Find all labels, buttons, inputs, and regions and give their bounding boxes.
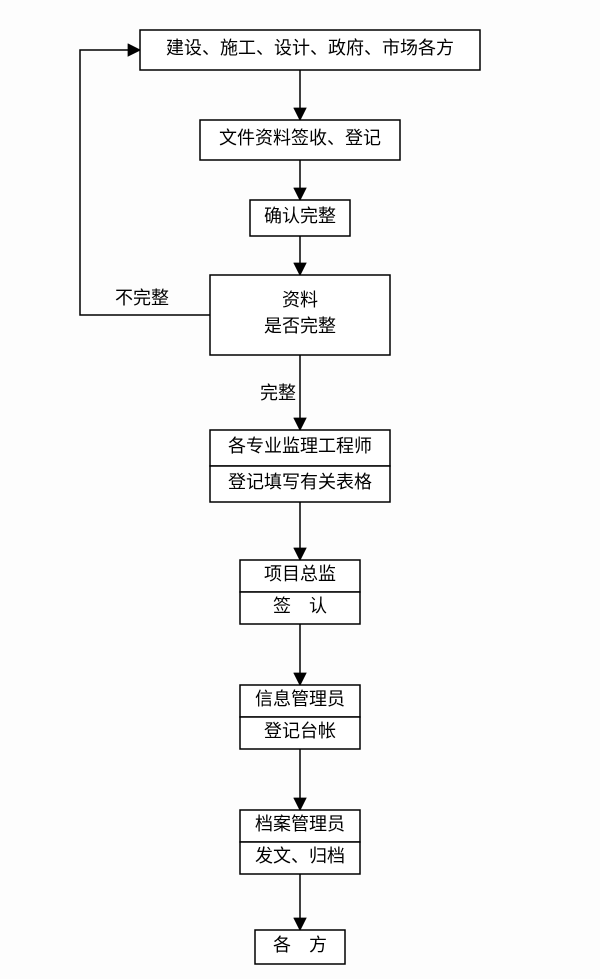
node-n4: 资料是否完整 bbox=[210, 275, 390, 355]
node-label-n4-1: 是否完整 bbox=[264, 316, 336, 336]
node-label-n1-0: 建设、施工、设计、政府、市场各方 bbox=[166, 38, 454, 58]
node-label-n8a-0: 档案管理员 bbox=[255, 814, 345, 834]
node-label-n5a-0: 各专业监理工程师 bbox=[228, 436, 372, 456]
edge-label-3: 完整 bbox=[260, 383, 296, 403]
node-n8a: 档案管理员 bbox=[240, 810, 360, 842]
node-n5a: 各专业监理工程师 bbox=[210, 430, 390, 466]
node-n6b: 签 认 bbox=[240, 592, 360, 624]
node-label-n5b-0: 登记填写有关表格 bbox=[228, 472, 372, 492]
node-n9: 各 方 bbox=[255, 930, 345, 964]
edge-4 bbox=[80, 50, 210, 315]
nodes-layer: 建设、施工、设计、政府、市场各方文件资料签收、登记确认完整资料是否完整各专业监理… bbox=[140, 30, 480, 964]
node-label-n8b-0: 发文、归档 bbox=[255, 846, 345, 866]
node-n6a: 项目总监 bbox=[240, 560, 360, 592]
node-label-n4-0: 资料 bbox=[282, 290, 318, 310]
node-label-n6a-0: 项目总监 bbox=[264, 564, 336, 584]
node-n1: 建设、施工、设计、政府、市场各方 bbox=[140, 30, 480, 70]
node-n5b: 登记填写有关表格 bbox=[210, 466, 390, 502]
edge-label-4: 不完整 bbox=[115, 288, 169, 308]
flowchart: 完整 不完整 建设、施工、设计、政府、市场各方文件资料签收、登记确认完整资料是否完… bbox=[0, 0, 600, 979]
node-label-n3-0: 确认完整 bbox=[264, 206, 336, 226]
node-n7b: 登记台帐 bbox=[240, 717, 360, 749]
node-label-n7a-0: 信息管理员 bbox=[255, 689, 345, 709]
node-label-n9-0: 各 方 bbox=[273, 935, 327, 955]
node-label-n6b-0: 签 认 bbox=[273, 596, 327, 616]
node-n7a: 信息管理员 bbox=[240, 685, 360, 717]
node-n3: 确认完整 bbox=[250, 200, 350, 236]
node-box-n4 bbox=[210, 275, 390, 355]
node-n2: 文件资料签收、登记 bbox=[200, 120, 400, 160]
node-label-n2-0: 文件资料签收、登记 bbox=[219, 128, 381, 148]
node-n8b: 发文、归档 bbox=[240, 842, 360, 874]
node-label-n7b-0: 登记台帐 bbox=[264, 721, 336, 741]
